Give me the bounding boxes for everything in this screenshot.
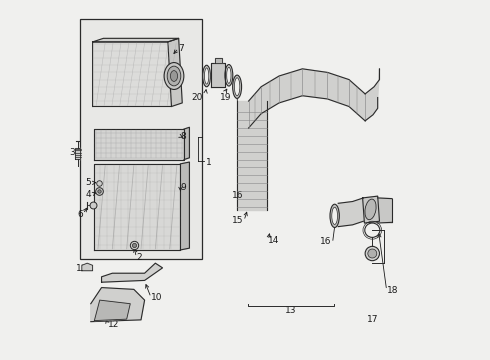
Polygon shape xyxy=(363,196,379,223)
Polygon shape xyxy=(75,148,80,159)
Ellipse shape xyxy=(204,68,209,84)
Text: 17: 17 xyxy=(367,315,378,324)
Polygon shape xyxy=(184,127,190,159)
Bar xyxy=(80,19,202,259)
Text: 1: 1 xyxy=(205,158,211,167)
Text: 10: 10 xyxy=(151,293,163,302)
Ellipse shape xyxy=(365,246,379,261)
Polygon shape xyxy=(378,198,392,223)
Text: 11: 11 xyxy=(76,264,88,273)
Text: 18: 18 xyxy=(387,286,398,295)
Polygon shape xyxy=(93,39,179,42)
Polygon shape xyxy=(338,198,364,226)
Text: 20: 20 xyxy=(192,93,203,102)
Ellipse shape xyxy=(330,204,339,228)
Polygon shape xyxy=(237,101,267,211)
Polygon shape xyxy=(82,263,93,271)
Text: 19: 19 xyxy=(220,93,231,102)
Text: 5: 5 xyxy=(86,178,92,187)
Polygon shape xyxy=(215,58,221,63)
Ellipse shape xyxy=(164,63,184,89)
Text: 16: 16 xyxy=(320,237,332,246)
Polygon shape xyxy=(211,63,225,87)
Text: 9: 9 xyxy=(180,183,186,192)
Polygon shape xyxy=(365,69,379,121)
Text: 7: 7 xyxy=(179,44,184,53)
Ellipse shape xyxy=(227,67,231,84)
Ellipse shape xyxy=(368,249,377,258)
Text: 2: 2 xyxy=(136,253,142,262)
Ellipse shape xyxy=(234,78,240,96)
Ellipse shape xyxy=(332,207,338,225)
Ellipse shape xyxy=(365,199,376,220)
Polygon shape xyxy=(95,300,130,320)
Text: 14: 14 xyxy=(269,236,280,245)
Polygon shape xyxy=(248,69,365,128)
Text: 13: 13 xyxy=(285,306,296,315)
Polygon shape xyxy=(101,263,163,282)
Text: 6: 6 xyxy=(77,210,83,219)
Polygon shape xyxy=(168,39,182,107)
Ellipse shape xyxy=(233,75,242,98)
Polygon shape xyxy=(180,162,190,250)
Polygon shape xyxy=(95,164,180,250)
Polygon shape xyxy=(95,129,184,159)
Polygon shape xyxy=(91,288,145,321)
Text: 3: 3 xyxy=(69,148,75,157)
Text: 12: 12 xyxy=(108,320,120,329)
Text: 15: 15 xyxy=(232,216,244,225)
Text: 8: 8 xyxy=(180,132,186,141)
Polygon shape xyxy=(93,42,172,107)
Text: 16: 16 xyxy=(232,190,244,199)
Text: 4: 4 xyxy=(86,190,92,199)
Ellipse shape xyxy=(203,65,211,87)
Ellipse shape xyxy=(171,71,177,81)
Ellipse shape xyxy=(225,64,233,86)
Ellipse shape xyxy=(167,66,181,86)
